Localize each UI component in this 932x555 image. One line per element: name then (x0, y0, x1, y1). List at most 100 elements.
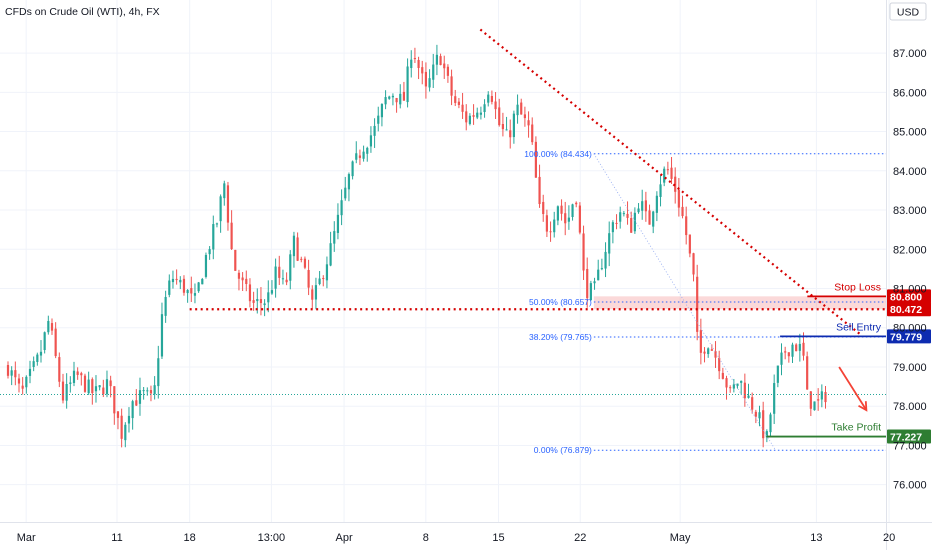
candle-body (395, 97, 398, 103)
candle-body (512, 113, 515, 138)
candle-body (575, 202, 578, 205)
candle-body (465, 111, 468, 123)
x-tick-label: Apr (336, 532, 353, 544)
y-tick-label: 82.000 (893, 244, 927, 256)
candle-body (578, 205, 581, 233)
candle-body (677, 189, 680, 208)
candle-body (307, 269, 310, 288)
y-tick-label: 81.000 (893, 284, 927, 296)
candle-body (36, 354, 39, 362)
x-tick-label: 13:00 (258, 532, 286, 544)
candle-body (362, 151, 365, 159)
candle-body (773, 383, 776, 414)
candle-body (10, 370, 13, 376)
candle-body (142, 390, 145, 392)
candle-body (637, 208, 640, 213)
annotations: 100.00% (84.434) 50.00% (80.657) 38.20% (7… (0, 28, 931, 455)
candle-body (116, 411, 120, 418)
candle-body (384, 97, 387, 105)
candle-body (204, 254, 208, 277)
candle-body (21, 385, 24, 389)
forecast-arrow-shaft (838, 366, 868, 411)
candle-body (146, 390, 149, 392)
stop-loss-zone (593, 296, 886, 310)
candle-body (806, 356, 809, 390)
candle-body (802, 342, 805, 356)
candle-body (798, 343, 801, 351)
candle-body (39, 351, 43, 356)
candle-body (710, 349, 713, 351)
candle-body (685, 216, 688, 236)
candle-body (549, 231, 552, 233)
candle-body (604, 251, 607, 269)
price-tag (887, 289, 931, 304)
candle-body (248, 284, 252, 302)
candle-body (32, 361, 35, 367)
candle-body (252, 300, 255, 303)
candle-body (138, 390, 142, 404)
candle-body (113, 386, 116, 414)
candle-body (230, 222, 233, 250)
y-tick-label: 86.000 (893, 87, 927, 99)
candle-body (369, 135, 373, 147)
candle-body (655, 195, 658, 213)
candle-body (751, 397, 754, 410)
candle-body (311, 289, 314, 300)
candle-body (366, 147, 369, 154)
candle-body (344, 187, 347, 199)
price-axis[interactable]: 76.000 77.000 78.000 79.000 80.000 81.000 82.0… (893, 48, 927, 492)
candle-body (633, 212, 636, 232)
time-axis[interactable]: Mar 11 18 13:00 Apr 8 15 22 May 13 20 (17, 532, 896, 544)
candle-body (600, 268, 603, 270)
currency-button[interactable] (889, 2, 927, 21)
price-tag (887, 429, 931, 444)
fib-level-label: 100.00% (84.434) (524, 149, 592, 159)
candle-body (765, 431, 768, 438)
candle-body (72, 370, 76, 383)
candle-body (428, 78, 431, 88)
candle-body (131, 401, 134, 419)
candle-body (479, 112, 482, 115)
candle-body (164, 296, 167, 316)
candle-body (47, 320, 50, 333)
candle-body (380, 103, 384, 118)
candle-body (256, 298, 259, 302)
candle-body (432, 64, 435, 80)
candle-body (483, 104, 486, 112)
candle-body (644, 200, 647, 212)
candle-body (520, 102, 523, 115)
candle-body (817, 399, 820, 401)
candle-body (729, 387, 732, 389)
trade-level-label: Stop Loss (834, 281, 881, 293)
candle-body (784, 351, 787, 353)
candle-body (641, 201, 644, 211)
candle-body (179, 279, 182, 283)
candle-body (718, 357, 721, 372)
fib-level-label: 38.20% (79.765) (529, 332, 592, 342)
candle-body (197, 282, 200, 292)
candle-body (69, 382, 72, 384)
candle-body (457, 101, 461, 105)
candle-body (586, 268, 589, 299)
candle-body (542, 201, 545, 215)
candle-body (333, 231, 336, 244)
candle-body (109, 380, 112, 387)
candle-body (83, 375, 87, 392)
candle-body (325, 264, 329, 281)
candle-body (226, 185, 230, 223)
y-tick-label: 78.000 (893, 401, 927, 413)
candle-body (124, 424, 127, 441)
candle-body (212, 224, 215, 250)
candle-body (758, 412, 761, 419)
candle-body (274, 266, 277, 289)
candle-body (743, 382, 746, 399)
candle-body (626, 213, 629, 218)
candle-body (696, 276, 699, 332)
candle-body (593, 281, 596, 284)
candle-body (494, 101, 497, 110)
forecast-arrow-head (858, 401, 868, 412)
candle-body (472, 115, 475, 117)
y-tick-label: 79.000 (893, 362, 927, 374)
candle-body (322, 277, 325, 280)
